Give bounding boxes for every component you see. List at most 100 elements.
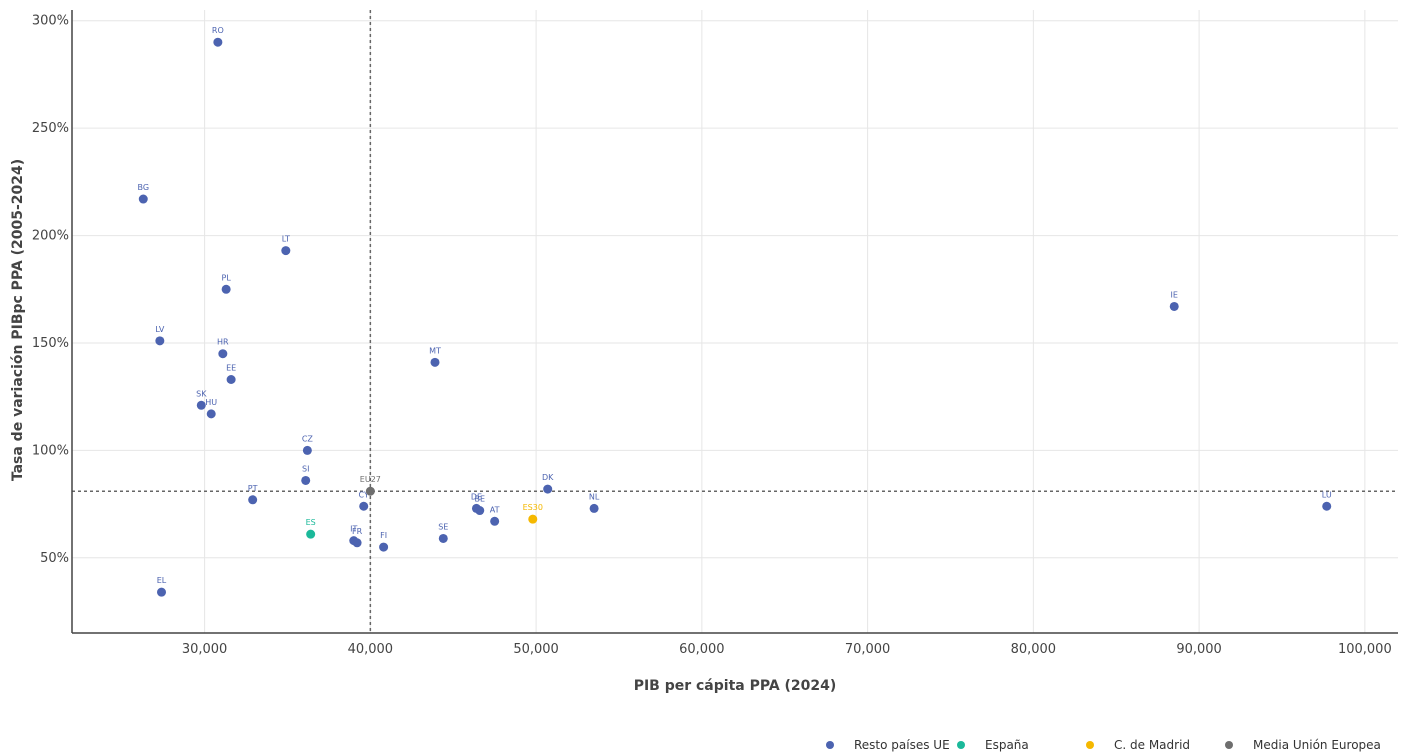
point-label: BE	[474, 495, 485, 504]
data-point-be[interactable]: BE	[474, 495, 485, 516]
point-marker[interactable]	[306, 529, 316, 539]
legend-marker	[1086, 741, 1094, 749]
data-point-hu[interactable]: HU	[205, 398, 217, 419]
point-marker[interactable]	[196, 400, 206, 410]
point-label: IT	[350, 525, 357, 534]
data-point-cz[interactable]: CZ	[302, 434, 314, 455]
point-label: DK	[542, 473, 554, 482]
point-marker[interactable]	[1169, 301, 1179, 311]
point-label: CZ	[302, 434, 314, 443]
legend-label: C. de Madrid	[1114, 738, 1190, 752]
data-point-hr[interactable]: HR	[217, 338, 229, 359]
data-point-mt[interactable]: MT	[429, 346, 441, 367]
data-point-ie[interactable]: IE	[1169, 290, 1179, 311]
y-tick-label: 100%	[32, 443, 69, 458]
point-label: SI	[302, 464, 309, 473]
grid-lines	[72, 10, 1398, 633]
x-axis-ticks: 30,000 40,000 50,000 60,000 70,000 80,000 90,0…	[182, 642, 1392, 657]
legend-marker	[826, 741, 834, 749]
data-point-cy[interactable]: CY	[359, 490, 369, 511]
point-label: DE	[471, 492, 482, 501]
point-label: ES	[306, 518, 316, 527]
point-marker[interactable]	[490, 516, 500, 526]
data-point-dk[interactable]: DK	[542, 473, 554, 494]
point-marker[interactable]	[302, 445, 312, 455]
y-tick-label: 200%	[32, 229, 69, 244]
legend-item-1[interactable]: Resto países UE	[826, 738, 950, 752]
point-label: NL	[589, 492, 600, 501]
legend-label: Media Unión Europea	[1253, 738, 1381, 752]
point-marker[interactable]	[352, 538, 362, 548]
x-axis-title: PIB per cápita PPA (2024)	[634, 678, 837, 694]
x-tick-label: 30,000	[182, 642, 228, 657]
point-marker[interactable]	[138, 194, 148, 204]
point-label: CY	[359, 490, 369, 499]
point-marker[interactable]	[157, 587, 167, 597]
legend: Resto países UE España C. de Madrid Media U…	[826, 738, 1381, 752]
point-marker[interactable]	[226, 375, 236, 385]
legend-item-2[interactable]: España	[957, 738, 1029, 752]
data-point-es30[interactable]: ES30	[523, 503, 543, 524]
reference-lines	[72, 10, 1398, 633]
legend-item-4[interactable]: Media Unión Europea	[1225, 738, 1381, 752]
point-label: PL	[222, 273, 232, 282]
point-marker[interactable]	[543, 484, 553, 494]
point-marker[interactable]	[1322, 501, 1332, 511]
point-marker[interactable]	[365, 486, 375, 496]
data-point-lt[interactable]: LT	[281, 235, 291, 256]
data-point-fi[interactable]: FI	[379, 531, 389, 552]
legend-item-3[interactable]: C. de Madrid	[1086, 738, 1190, 752]
point-marker[interactable]	[589, 503, 599, 513]
point-marker[interactable]	[221, 284, 231, 294]
data-point-ee[interactable]: EE	[226, 364, 236, 385]
legend-label: Resto países UE	[854, 738, 950, 752]
point-marker[interactable]	[475, 506, 485, 516]
point-label: EU27	[360, 475, 381, 484]
y-axis-ticks: 50% 100% 150% 200% 250% 300%	[32, 14, 69, 566]
point-marker[interactable]	[359, 501, 369, 511]
point-label: FR	[352, 527, 363, 536]
point-marker[interactable]	[301, 475, 311, 485]
point-label: IE	[1171, 290, 1178, 299]
x-tick-label: 70,000	[845, 642, 891, 657]
data-point-nl[interactable]: NL	[589, 492, 600, 513]
y-tick-label: 250%	[32, 121, 69, 136]
point-marker[interactable]	[438, 533, 448, 543]
data-point-lu[interactable]: LU	[1322, 490, 1332, 511]
point-label: LU	[1322, 490, 1332, 499]
data-point-sk[interactable]: SK	[196, 389, 207, 410]
data-point-se[interactable]: SE	[438, 522, 448, 543]
point-marker[interactable]	[155, 336, 165, 346]
data-point-ro[interactable]: RO	[212, 26, 224, 47]
point-label: FI	[380, 531, 387, 540]
data-point-si[interactable]: SI	[301, 464, 311, 485]
x-tick-label: 50,000	[513, 642, 559, 657]
x-tick-label: 90,000	[1176, 642, 1222, 657]
point-marker[interactable]	[213, 37, 223, 47]
point-marker[interactable]	[430, 357, 440, 367]
data-point-el[interactable]: EL	[157, 576, 167, 597]
point-marker[interactable]	[248, 495, 258, 505]
data-point-bg[interactable]: BG	[137, 183, 149, 204]
point-label: LT	[282, 235, 290, 244]
point-marker[interactable]	[281, 246, 291, 256]
data-point-lv[interactable]: LV	[155, 325, 165, 346]
data-point-es[interactable]: ES	[306, 518, 316, 539]
data-point-pl[interactable]: PL	[222, 273, 232, 294]
point-label: AT	[490, 505, 500, 514]
data-point-pt[interactable]: PT	[248, 484, 258, 505]
data-point-eu27[interactable]: EU27	[360, 475, 381, 496]
point-label: EE	[226, 364, 236, 373]
point-marker[interactable]	[528, 514, 538, 524]
data-point-at[interactable]: AT	[490, 505, 500, 526]
point-label: EL	[157, 576, 167, 585]
point-marker[interactable]	[379, 542, 389, 552]
point-label: ES30	[523, 503, 543, 512]
point-marker[interactable]	[206, 409, 216, 419]
point-label: MT	[429, 346, 441, 355]
data-point-fr[interactable]: FR	[352, 527, 363, 548]
y-axis-title: Tasa de variación PIBpc PPA (2005-2024)	[10, 159, 26, 481]
point-marker[interactable]	[218, 349, 228, 359]
point-label: PT	[248, 484, 258, 493]
